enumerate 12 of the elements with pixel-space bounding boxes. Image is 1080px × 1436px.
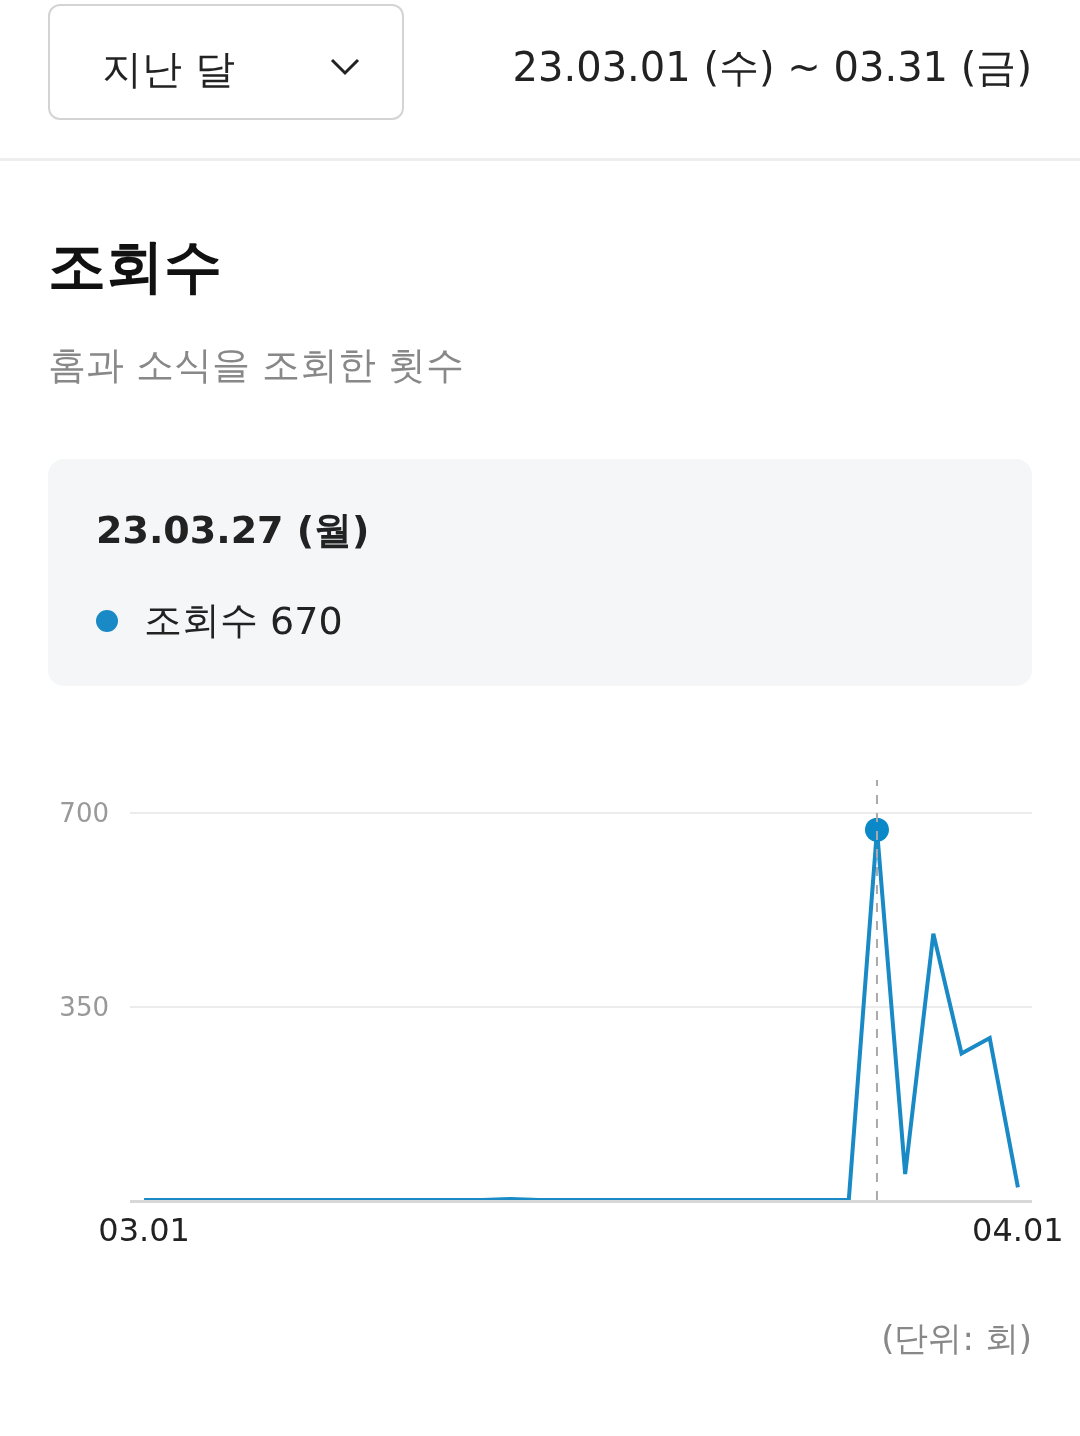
legend-label: 조회수 [144, 597, 258, 644]
x-tick-label: 04.01 [972, 1211, 1064, 1250]
chart-subtitle: 홈과 소식을 조회한 횟수 [48, 342, 465, 389]
text: 지난 달 [102, 45, 235, 94]
chart-title: 조회수 [48, 231, 222, 302]
text: 23.03.01 (수) ~ 03.31 (금) [512, 43, 1032, 92]
x-tick-label: 03.01 [98, 1211, 190, 1250]
y-tick-label: 700 [59, 798, 109, 829]
text: 670 [270, 598, 343, 643]
text: (단위: 회) [881, 1317, 1032, 1360]
y-tick-label: 350 [59, 991, 109, 1022]
text: 23.03.27 (월) [96, 507, 370, 554]
